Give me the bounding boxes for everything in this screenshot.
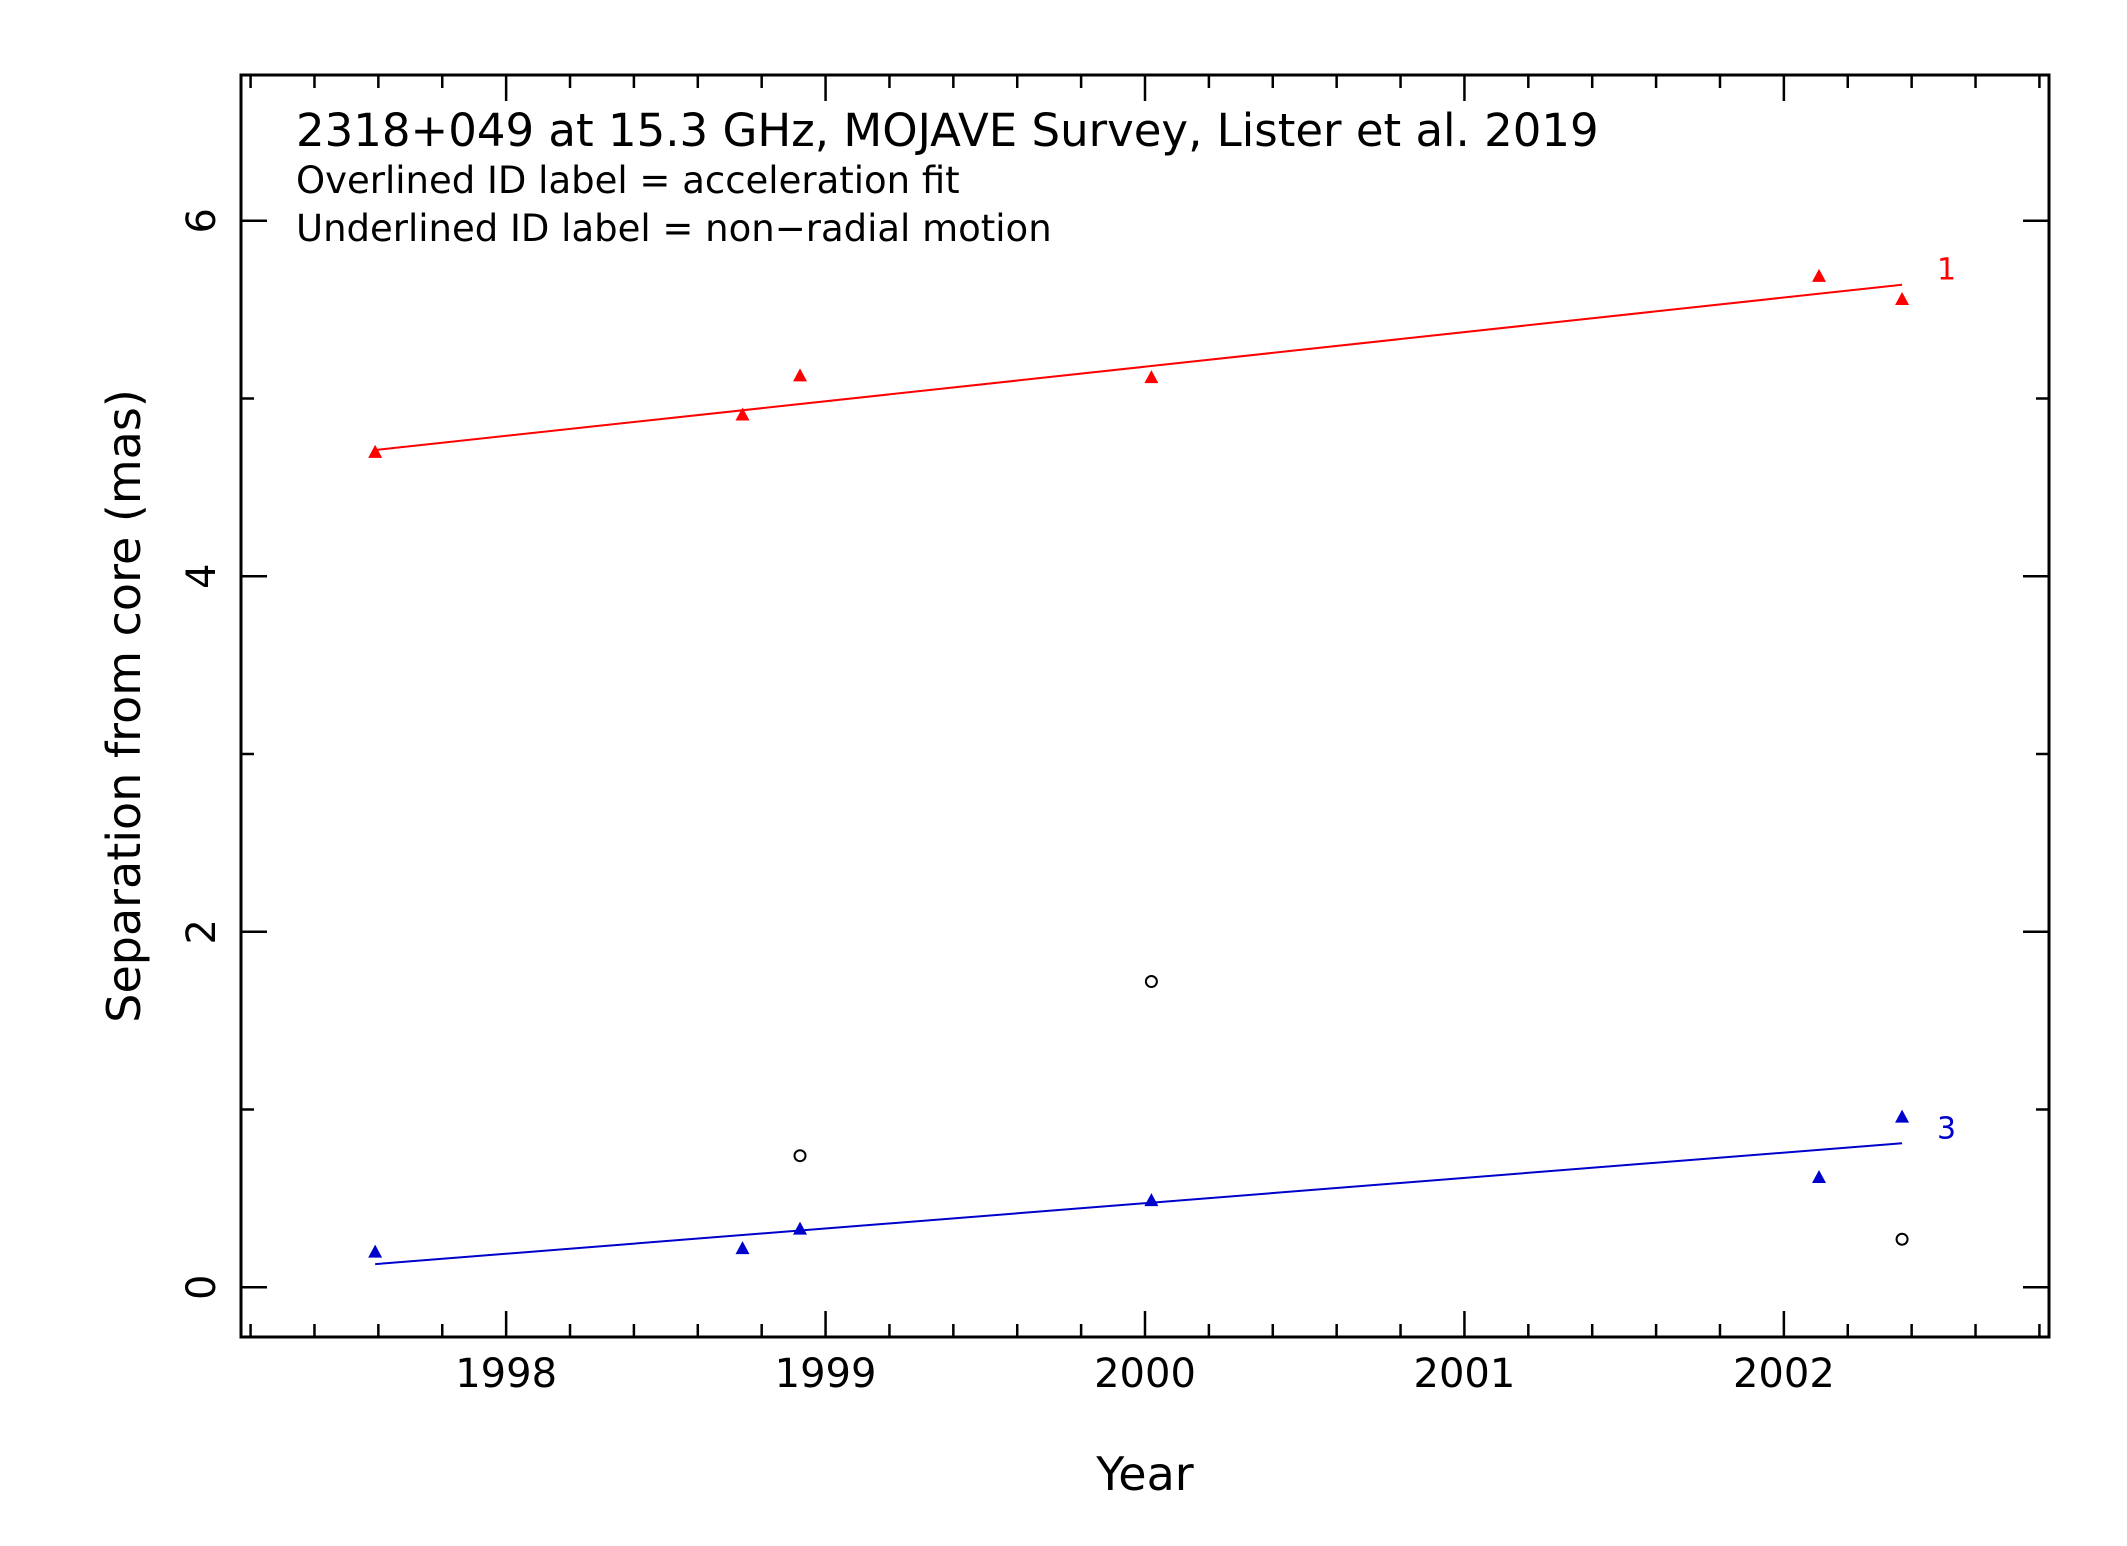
data-point [793, 368, 808, 382]
x-tick-labels: 1998 1999 2000 2001 2002 [455, 1351, 1835, 1397]
plot-frame [239, 73, 2051, 1339]
x-tick-label: 1999 [775, 1351, 877, 1397]
y-tick-label: 4 [179, 564, 225, 589]
data-point [1895, 291, 1910, 305]
y-tick-label: 2 [179, 919, 225, 944]
fit-lines [375, 283, 1903, 1266]
data-point [1144, 1193, 1159, 1207]
data-point [1812, 268, 1827, 282]
y-axis-label: Separation from core (mas) [97, 389, 151, 1023]
data-point [735, 407, 750, 421]
data-point [1895, 1109, 1910, 1123]
annotation-non-radial: Underlined ID label = non−radial motion [296, 207, 1052, 250]
series-labels: 13 [1937, 253, 1956, 1147]
data-point [1144, 975, 1158, 989]
axis-ticks [241, 75, 2049, 1337]
y-tick-labels: 0 2 4 6 [179, 208, 225, 1300]
data-point [1144, 370, 1159, 384]
data-point [735, 1241, 750, 1255]
fit-line-1 [375, 283, 1903, 452]
data-point [368, 1244, 383, 1258]
chart-title: 2318+049 at 15.3 GHz, MOJAVE Survey, Lis… [296, 104, 1599, 157]
y-tick-label: 0 [179, 1275, 225, 1300]
y-tick-label: 6 [179, 208, 225, 233]
x-tick-label: 2000 [1094, 1351, 1196, 1397]
x-tick-label: 1998 [455, 1351, 557, 1397]
data-point [1895, 1232, 1909, 1246]
x-axis-label: Year [1095, 1447, 1193, 1501]
fit-line-3 [375, 1142, 1903, 1266]
annotation-acceleration: Overlined ID label = acceleration fit [296, 159, 960, 202]
series-label: 1 [1937, 253, 1956, 288]
data-point [793, 1221, 808, 1235]
series-label: 3 [1937, 1111, 1956, 1146]
data-points [368, 268, 1910, 1258]
data-point [1812, 1170, 1827, 1184]
data-point [368, 444, 383, 458]
data-point [793, 1149, 807, 1163]
x-tick-label: 2001 [1414, 1351, 1516, 1397]
x-tick-label: 2002 [1733, 1351, 1835, 1397]
